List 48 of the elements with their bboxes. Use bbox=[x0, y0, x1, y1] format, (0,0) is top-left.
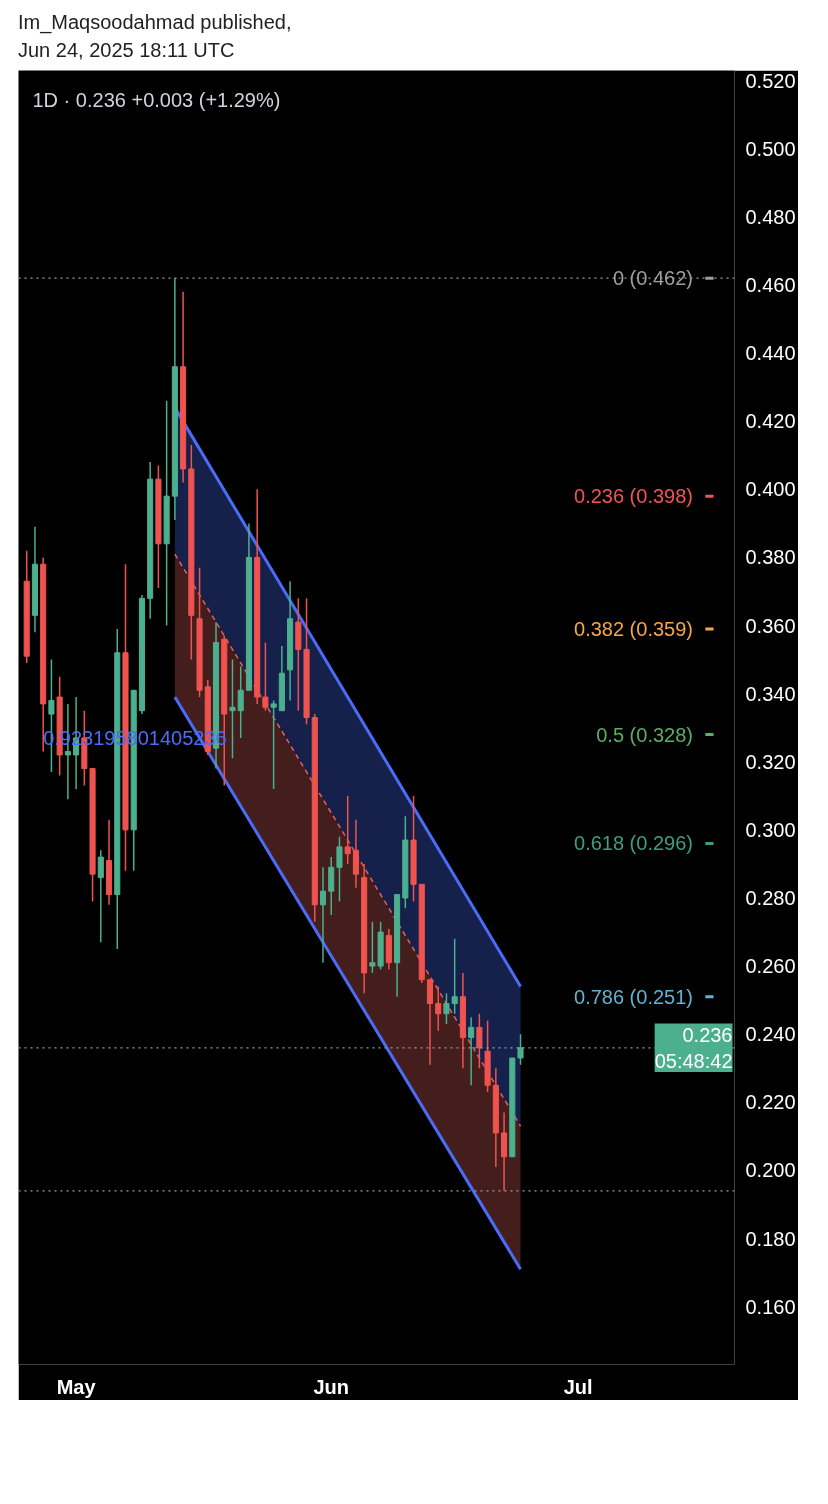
y-tick-label: 0.480 bbox=[745, 205, 796, 228]
candlestick bbox=[435, 985, 442, 1032]
y-tick-label: 0.200 bbox=[745, 1159, 796, 1182]
y-tick-label: 0.280 bbox=[745, 886, 796, 909]
candlestick bbox=[237, 665, 244, 739]
annotation: 1D · 0.236 +0.003 (+1.29%) bbox=[32, 88, 281, 111]
y-tick-label: 0.420 bbox=[745, 410, 796, 433]
candlestick bbox=[328, 856, 335, 916]
candlestick bbox=[501, 1111, 508, 1192]
y-tick-label: 0.460 bbox=[745, 274, 796, 297]
candlestick bbox=[97, 849, 104, 943]
ref-line-label: 0 (0.462) bbox=[612, 267, 693, 290]
y-tick-label: 0.240 bbox=[745, 1023, 796, 1046]
y-tick-label: 0.380 bbox=[745, 546, 796, 569]
y-tick-label: 0.340 bbox=[745, 682, 796, 705]
x-tick-label: Jun bbox=[313, 1375, 350, 1398]
candlestick bbox=[336, 835, 343, 903]
candlestick bbox=[229, 658, 236, 760]
y-tick-label: 0.400 bbox=[745, 478, 796, 501]
candlestick bbox=[352, 818, 359, 889]
candlestick bbox=[262, 641, 269, 712]
y-tick-label: 0.260 bbox=[745, 955, 796, 978]
chart-subtitle: Jun 24, 2025 18:11 UTC bbox=[18, 39, 235, 61]
y-tick-label: 0.440 bbox=[745, 342, 796, 365]
annotation: 0.236 05:48:42 bbox=[654, 1023, 733, 1073]
candlestick bbox=[468, 1016, 475, 1087]
y-tick-label: 0.360 bbox=[745, 614, 796, 637]
y-tick-label: 0.220 bbox=[745, 1091, 796, 1114]
y-tick-label: 0.520 bbox=[745, 69, 796, 92]
ref-line-label: 0.236 (0.398) bbox=[574, 485, 693, 508]
candlestick bbox=[344, 795, 351, 865]
x-tick-label: May bbox=[56, 1375, 97, 1398]
ref-line-label: 0.5 (0.328) bbox=[596, 723, 693, 746]
candlestick bbox=[517, 1033, 524, 1066]
y-tick-label: 0.300 bbox=[745, 818, 796, 841]
x-tick-label: Jul bbox=[563, 1375, 593, 1398]
candlestick bbox=[476, 1013, 483, 1069]
ref-line-label: 0.618 (0.296) bbox=[574, 832, 693, 855]
y-tick-label: 0.160 bbox=[745, 1295, 796, 1318]
y-tick-label: 0.320 bbox=[745, 750, 796, 773]
candlestick bbox=[426, 978, 434, 1066]
y-tick-label: 0.180 bbox=[745, 1227, 796, 1250]
chart-title: Im_Maqsoodahmad published, bbox=[18, 11, 292, 33]
candlestick bbox=[319, 866, 327, 964]
ref-line-label: 0.786 (0.251) bbox=[574, 985, 693, 1008]
y-tick-label: 0.500 bbox=[745, 137, 796, 160]
candlestick bbox=[270, 699, 277, 790]
ref-line-label: 0.382 (0.359) bbox=[574, 617, 693, 640]
